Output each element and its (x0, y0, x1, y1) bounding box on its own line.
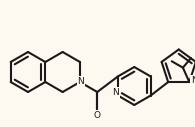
Text: N: N (78, 76, 84, 85)
Text: N: N (191, 76, 195, 85)
Text: O: O (94, 110, 101, 120)
Text: N: N (113, 88, 119, 97)
